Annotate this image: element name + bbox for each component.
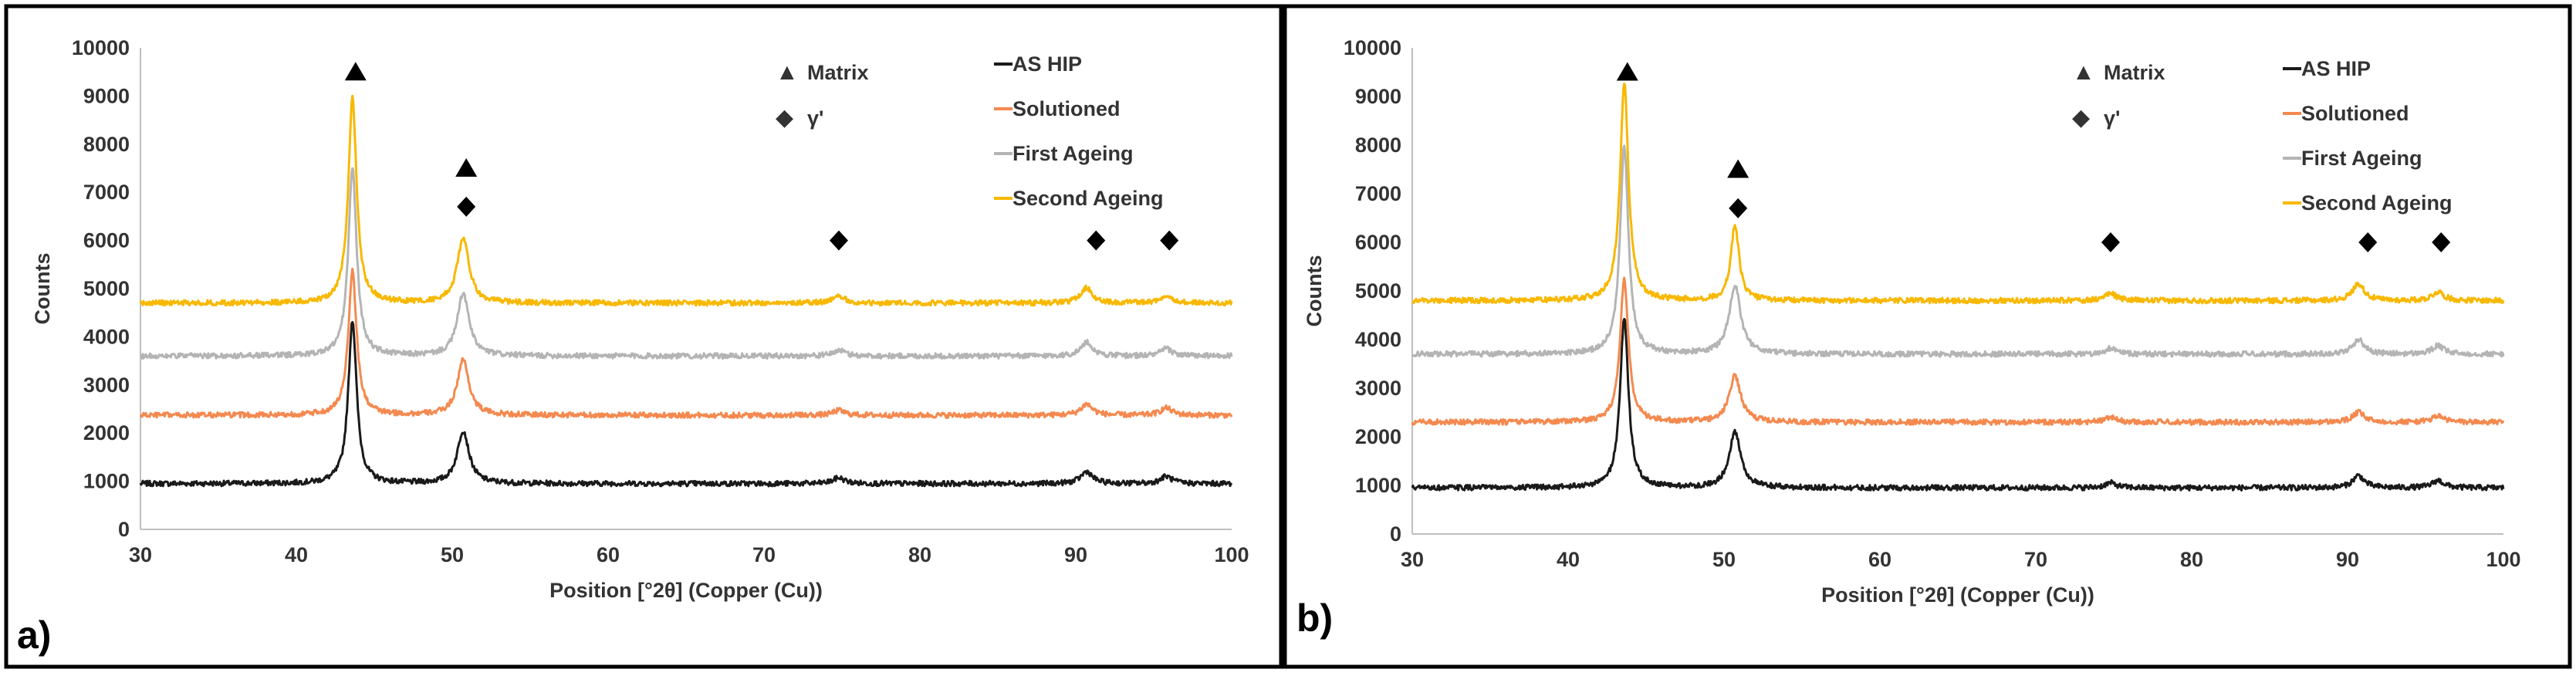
legend-label: First Ageing — [1012, 142, 1134, 165]
panel-b-series-legend: AS HIP Solutioned First Ageing Second Agein… — [2283, 57, 2453, 215]
series-line-solutioned — [1411, 276, 2505, 426]
x-tick-label: 80 — [2180, 548, 2203, 571]
x-tick-label: 100 — [2486, 548, 2520, 571]
x-tick-label: 40 — [1557, 548, 1580, 571]
y-tick-label: 9000 — [83, 84, 130, 107]
gamma-prime-peak-marker — [1729, 198, 1748, 218]
legend-label: Solutioned — [1012, 97, 1120, 120]
y-axis-title: Counts — [31, 253, 54, 325]
marker-legend-symbol-triangle: ▲ — [776, 59, 799, 85]
panel-b-marker-legend: ▲ Matrix ◆ γ' — [2072, 59, 2165, 130]
x-tick-label: 90 — [2336, 548, 2359, 571]
series-line-second-ageing — [1411, 82, 2505, 305]
series-line-first-ageing — [140, 167, 1233, 360]
legend-label: AS HIP — [2301, 57, 2371, 80]
x-tick-label: 50 — [1712, 548, 1736, 571]
panel-a-series-legend: AS HIP Solutioned First Ageing Second Agein… — [994, 52, 1164, 210]
panel-b-legend: ▲ Matrix ◆ γ' AS HIP Solutioned First Agei… — [2072, 57, 2453, 215]
panel-a-annotations — [344, 62, 1179, 251]
series-line-first-ageing — [1411, 144, 2505, 358]
marker-legend-symbol-diamond: ◆ — [2072, 105, 2090, 130]
y-tick-label: 4000 — [1355, 328, 1401, 351]
y-tick-label: 0 — [118, 518, 130, 541]
y-tick-label: 5000 — [1355, 279, 1401, 303]
y-tick-label: 4000 — [83, 325, 130, 348]
panel-b-annotations — [1616, 62, 2451, 252]
x-tick-label: 100 — [1214, 543, 1249, 566]
panel-a-series — [139, 94, 1233, 488]
y-tick-label: 0 — [1390, 522, 1401, 546]
x-axis-title: Position [°2θ] (Copper (Cu)) — [549, 579, 823, 602]
x-tick-label: 40 — [285, 543, 308, 566]
x-tick-label: 90 — [1064, 543, 1087, 566]
panel-b-frame — [1283, 4, 2572, 669]
gamma-prime-peak-marker — [2432, 232, 2451, 252]
marker-legend-label-gamma-prime: γ' — [807, 106, 823, 130]
y-tick-label: 2000 — [83, 421, 130, 444]
marker-legend-label-matrix: Matrix — [2104, 61, 2165, 84]
legend-label: Second Ageing — [2301, 191, 2453, 215]
x-tick-label: 30 — [129, 543, 152, 566]
x-tick-label: 30 — [1401, 548, 1424, 571]
series-line-as-hip — [139, 320, 1233, 488]
matrix-peak-marker — [344, 62, 367, 81]
y-tick-label: 7000 — [1355, 182, 1401, 205]
marker-legend-symbol-diamond: ◆ — [776, 105, 793, 130]
legend-label: First Ageing — [2301, 147, 2422, 170]
gamma-prime-peak-marker — [2358, 232, 2378, 252]
y-tick-label: 5000 — [83, 277, 130, 300]
y-tick-label: 9000 — [1355, 85, 1401, 108]
legend-label: AS HIP — [1012, 52, 1082, 76]
x-axis-title: Position [°2θ] (Copper (Cu)) — [1821, 583, 2094, 607]
gamma-prime-peak-marker — [2101, 232, 2120, 252]
panel-a: 30 40 50 60 70 80 90 10001000200030004000500060… — [4, 4, 1283, 669]
gamma-prime-peak-marker — [1087, 230, 1106, 251]
panel-a-plot-area: 30 40 50 60 70 80 90 10001000200030004000500060… — [31, 36, 1249, 602]
gamma-prime-peak-marker — [829, 230, 848, 251]
panel-a-frame — [4, 4, 1283, 669]
x-tick-label: 60 — [1868, 548, 1891, 571]
matrix-peak-marker — [1616, 62, 1638, 81]
y-tick-label: 10000 — [1344, 36, 1401, 59]
panel-label-b: b) — [1296, 597, 1333, 640]
y-tick-label: 2000 — [1355, 425, 1401, 448]
panel-b-series — [1411, 82, 2505, 492]
gamma-prime-peak-marker — [457, 196, 476, 217]
x-tick-label: 70 — [2024, 548, 2047, 571]
x-tick-label: 50 — [441, 543, 464, 566]
marker-legend-label-gamma-prime: γ' — [2104, 106, 2120, 130]
y-tick-label: 7000 — [83, 181, 130, 204]
x-tick-label: 60 — [597, 543, 620, 566]
series-line-second-ageing — [139, 94, 1233, 307]
y-tick-label: 3000 — [83, 373, 130, 397]
y-tick-label: 8000 — [83, 133, 130, 156]
panel-b: 30 40 50 60 70 80 90 10001000200030004000500060… — [1283, 4, 2572, 669]
series-line-as-hip — [1411, 317, 2505, 492]
matrix-peak-marker — [455, 158, 478, 177]
legend-label: Solutioned — [2301, 102, 2409, 125]
y-tick-label: 3000 — [1355, 377, 1401, 400]
x-tick-label: 70 — [752, 543, 776, 566]
y-tick-label: 1000 — [1355, 474, 1401, 497]
y-tick-label: 10000 — [72, 36, 130, 59]
panel-b-plot-area: 30 40 50 60 70 80 90 10001000200030004000500060… — [1303, 36, 2521, 607]
matrix-peak-marker — [1727, 159, 1749, 178]
legend-label: Second Ageing — [1012, 187, 1164, 210]
marker-legend-label-matrix: Matrix — [807, 61, 869, 84]
y-axis-title: Counts — [1303, 255, 1326, 327]
marker-legend-symbol-triangle: ▲ — [2072, 59, 2095, 85]
series-line-solutioned — [140, 267, 1233, 419]
y-tick-label: 1000 — [83, 470, 130, 493]
panel-a-legend: ▲ Matrix ◆ γ' AS HIP Solutioned First Agei… — [776, 52, 1164, 210]
y-tick-label: 6000 — [1355, 231, 1401, 254]
panel-a-marker-legend: ▲ Matrix ◆ γ' — [776, 59, 869, 130]
panel-label-a: a) — [17, 613, 51, 657]
y-tick-label: 6000 — [83, 229, 130, 252]
gamma-prime-peak-marker — [1160, 230, 1179, 251]
y-tick-label: 8000 — [1355, 134, 1401, 157]
x-tick-label: 80 — [908, 543, 931, 566]
